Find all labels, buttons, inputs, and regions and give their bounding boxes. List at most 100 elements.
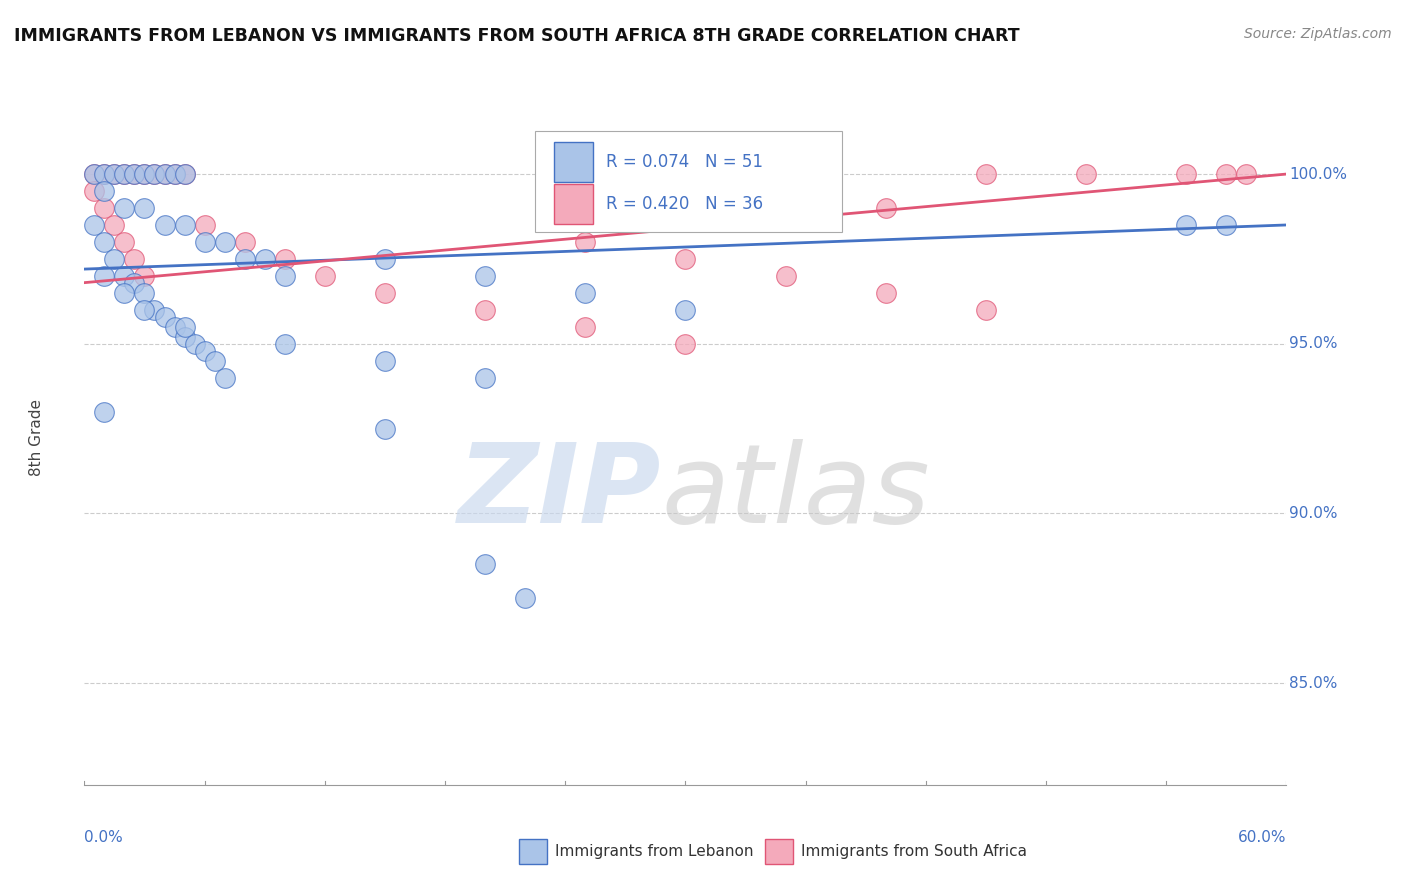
Point [214,235,236,249]
Text: R = 0.420   N = 36: R = 0.420 N = 36 [606,195,763,213]
Point [974,302,997,317]
Point [124,167,146,181]
Point [253,252,276,266]
Point [134,285,156,300]
Text: Immigrants from Lebanon: Immigrants from Lebanon [555,845,754,859]
Point [93,167,115,181]
Text: 8th Grade: 8th Grade [28,399,44,475]
Point [173,319,195,334]
Text: 0.0%: 0.0% [84,830,124,846]
Point [83,218,105,232]
Point [114,167,135,181]
Point [214,370,236,384]
FancyBboxPatch shape [536,131,842,232]
Point [574,235,596,249]
Point [124,252,146,266]
Point [134,201,156,215]
Point [274,268,297,283]
Point [204,353,226,368]
Point [675,252,697,266]
Point [153,218,176,232]
Point [173,218,195,232]
Point [163,167,186,181]
Point [93,184,115,198]
Text: Immigrants from South Africa: Immigrants from South Africa [801,845,1028,859]
Point [1175,167,1198,181]
Point [93,235,115,249]
Point [775,201,797,215]
Point [153,167,176,181]
Point [163,319,186,334]
Point [374,421,396,435]
Point [143,167,166,181]
Point [143,302,166,317]
Point [374,285,396,300]
Point [974,167,997,181]
Text: 95.0%: 95.0% [1289,336,1337,351]
Point [194,235,217,249]
Point [103,167,125,181]
Point [574,319,596,334]
Point [194,343,217,358]
Text: ZIP: ZIP [458,439,661,546]
Point [374,252,396,266]
Point [114,167,135,181]
Point [173,167,195,181]
Point [134,268,156,283]
Point [1076,167,1098,181]
Point [875,201,897,215]
Point [1175,218,1198,232]
Point [143,167,166,181]
Point [1234,167,1257,181]
Point [93,268,115,283]
Point [474,268,496,283]
Point [374,353,396,368]
Point [114,201,135,215]
Point [775,268,797,283]
Point [474,558,496,572]
Point [134,167,156,181]
Point [124,167,146,181]
Point [474,370,496,384]
Text: atlas: atlas [661,439,929,546]
Point [1215,167,1237,181]
Point [515,591,537,606]
Text: 100.0%: 100.0% [1289,167,1347,182]
Text: 90.0%: 90.0% [1289,506,1337,521]
Point [83,184,105,198]
Text: Source: ZipAtlas.com: Source: ZipAtlas.com [1244,27,1392,41]
Point [153,167,176,181]
Point [675,302,697,317]
Point [124,276,146,290]
Point [83,167,105,181]
Point [83,167,105,181]
Point [134,167,156,181]
Point [233,252,256,266]
Point [163,167,186,181]
Point [114,235,135,249]
Point [274,336,297,351]
Point [314,268,336,283]
Text: IMMIGRANTS FROM LEBANON VS IMMIGRANTS FROM SOUTH AFRICA 8TH GRADE CORRELATION CH: IMMIGRANTS FROM LEBANON VS IMMIGRANTS FR… [14,27,1019,45]
Point [173,167,195,181]
Point [114,285,135,300]
Point [875,285,897,300]
Point [103,218,125,232]
Point [173,330,195,344]
Point [93,201,115,215]
Point [103,252,125,266]
Point [1215,218,1237,232]
Point [93,167,115,181]
Point [153,310,176,324]
Point [233,235,256,249]
Point [93,404,115,418]
Point [134,302,156,317]
Point [574,285,596,300]
Point [675,336,697,351]
Point [274,252,297,266]
Text: 60.0%: 60.0% [1239,830,1286,846]
Text: 85.0%: 85.0% [1289,675,1337,690]
Point [183,336,205,351]
FancyBboxPatch shape [554,184,593,224]
Text: R = 0.074   N = 51: R = 0.074 N = 51 [606,153,763,171]
